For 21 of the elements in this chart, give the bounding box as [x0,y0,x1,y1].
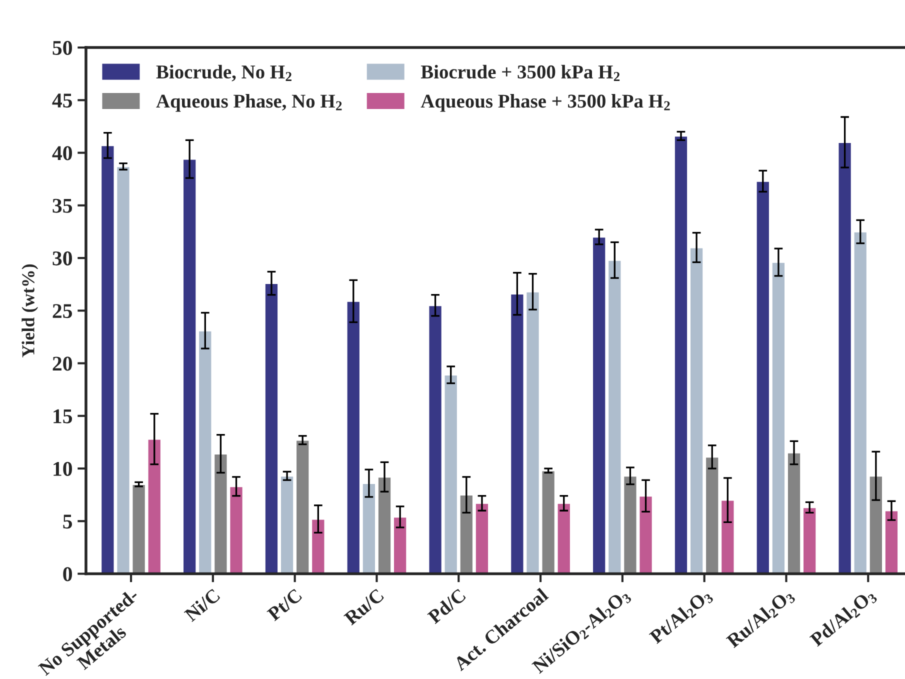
y-tick-label: 0 [63,567,72,582]
y-tick-label: 5 [63,514,72,529]
legend-label: Aqueous Phase + 3500 kPa H$_{2}$ [420,94,670,112]
y-tick-label: 10 [54,462,72,476]
y-tick-label: 30 [52,251,72,266]
legend-label: Biocrude + 3500 kPa H$_{2}$ [420,64,620,82]
x-tick-label: Pt/C [266,588,302,622]
x-tick-label: Pd/Al$_{2}$O$_{3}$ [808,588,878,650]
y-tick-label: 45 [52,94,72,108]
x-tick-label: Pt/Al$_{2}$O$_{3}$ [648,588,714,646]
x-tick-label: Ni/C [183,588,221,622]
y-tick-label: 15 [54,409,72,424]
y-tick-label: 20 [52,356,72,371]
y-tick-label: 25 [52,304,72,318]
y-axis-title: Yield (wt%) [22,264,38,358]
y-tick-label: 40 [52,146,72,160]
y-tick-label: 50 [52,40,72,55]
x-tick-label: Ru/Al$_{2}$O$_{3}$ [725,587,796,650]
legend-label: Biocrude, No H$_{2}$ [156,64,292,82]
y-tick-label: 35 [52,198,72,213]
legend-label: Aqueous Phase, No H$_{2}$ [156,94,342,112]
